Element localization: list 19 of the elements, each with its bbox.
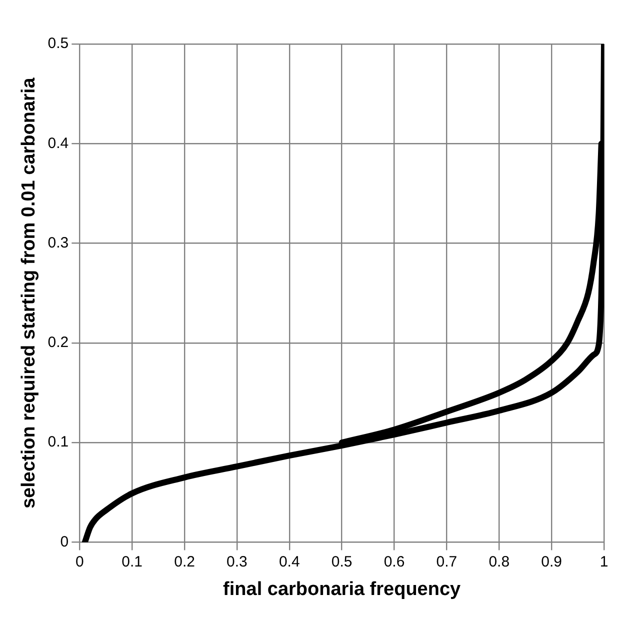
- x-tick-label: 0.8: [488, 553, 510, 570]
- x-tick-label: 0.6: [384, 553, 405, 570]
- x-axis-title: final carbonaria frequency: [223, 578, 462, 600]
- y-tick-label: 0.4: [48, 134, 69, 152]
- x-tick-label: 0: [75, 553, 84, 570]
- y-axis-title: selection required starting from 0.01 carbonaria: [18, 77, 40, 509]
- y-tick-label: 0.2: [48, 334, 69, 352]
- x-tick-label: 1: [600, 553, 608, 570]
- y-tick-label: 0: [60, 533, 69, 550]
- x-tick-label: 0.2: [174, 553, 195, 570]
- y-tick-label: 0.5: [48, 35, 69, 52]
- x-tick-label: 0.3: [226, 553, 248, 570]
- x-tick-label: 0.4: [278, 553, 300, 570]
- x-tick-label: 0.5: [331, 553, 352, 570]
- x-tick-label: 0.1: [122, 553, 143, 570]
- x-tick-label: 0.9: [541, 553, 562, 570]
- x-tick-label: 0.7: [436, 553, 458, 570]
- y-tick-label: 0.1: [48, 434, 69, 451]
- y-tick-label: 0.3: [48, 234, 69, 252]
